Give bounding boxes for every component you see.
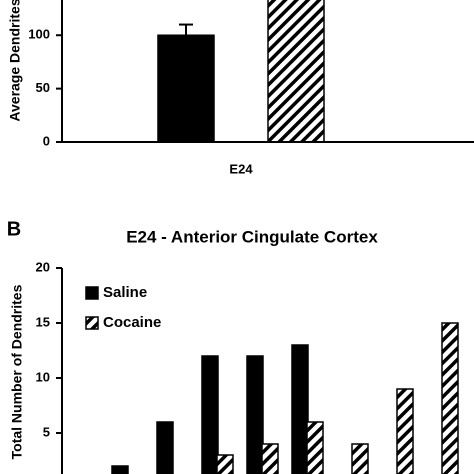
bar <box>201 355 219 474</box>
bar <box>261 443 279 474</box>
chart-title: E24 - Anterior Cingulate Cortex <box>126 227 378 246</box>
legend-label: Saline <box>103 284 147 301</box>
panel-label: B <box>7 218 21 240</box>
y-tick-label: 5 <box>43 424 50 439</box>
bar <box>157 34 215 143</box>
bar <box>111 465 129 474</box>
legend-label: Cocaine <box>103 314 161 331</box>
y-axis-label: Total Number of Dendrites <box>9 284 25 459</box>
y-tick-label: 10 <box>36 369 50 384</box>
legend-swatch <box>85 286 99 300</box>
y-tick-label: 15 <box>36 314 50 329</box>
bar <box>156 421 174 474</box>
y-tick-label: 20 <box>36 259 50 274</box>
y-tick-label: 50 <box>36 80 50 95</box>
bar <box>216 454 234 474</box>
y-axis-label: Average Dendrites <box>7 0 23 122</box>
bar <box>441 322 459 474</box>
bar <box>396 388 414 474</box>
y-tick-label: 100 <box>28 27 50 42</box>
bar <box>246 355 264 474</box>
bar <box>351 443 369 474</box>
bar <box>306 421 324 474</box>
legend-swatch <box>85 316 99 330</box>
bar <box>267 0 325 143</box>
x-tick-label: E24 <box>229 161 253 176</box>
bar <box>291 344 309 474</box>
y-tick-label: 0 <box>43 133 50 148</box>
